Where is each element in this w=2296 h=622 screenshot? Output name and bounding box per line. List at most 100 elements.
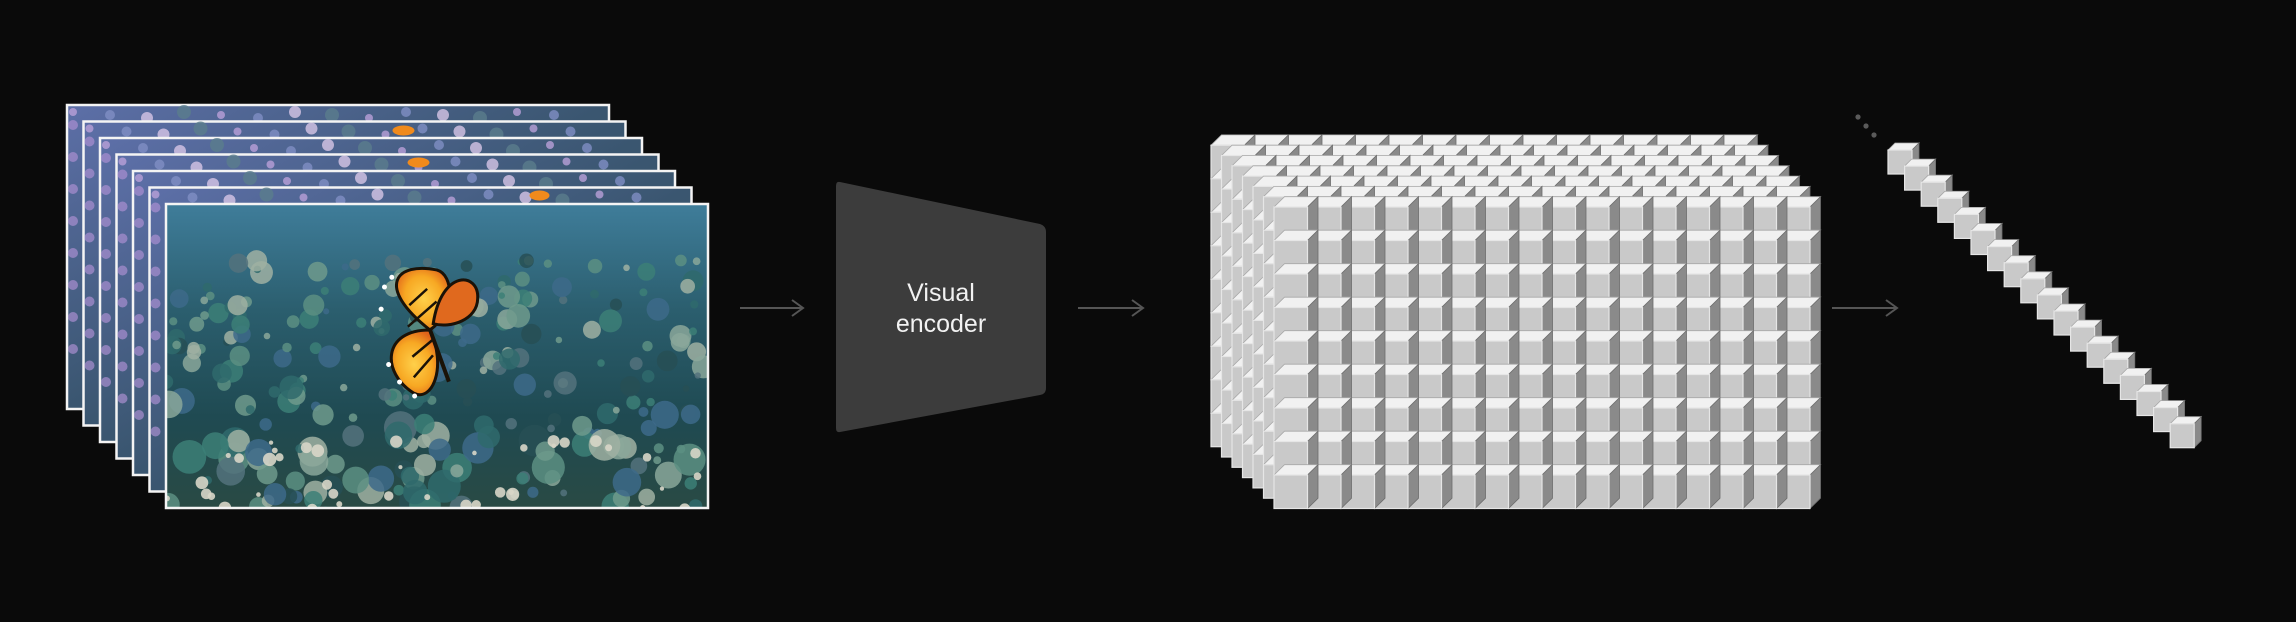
coral-detail bbox=[437, 109, 449, 121]
coral-detail bbox=[484, 190, 494, 200]
coral-detail bbox=[134, 186, 144, 196]
coral-detail bbox=[200, 297, 208, 305]
coral-detail bbox=[101, 217, 111, 227]
coral-detail bbox=[560, 489, 567, 496]
coral-detail bbox=[515, 272, 530, 287]
coral-detail bbox=[516, 472, 528, 484]
coral-detail bbox=[283, 177, 291, 185]
coral-detail bbox=[461, 260, 473, 272]
front-video-frame bbox=[155, 204, 715, 521]
coral-detail bbox=[68, 280, 78, 290]
coral-detail bbox=[418, 124, 428, 134]
coral-detail bbox=[68, 312, 78, 322]
coral-detail bbox=[613, 407, 620, 414]
coral-detail bbox=[151, 267, 161, 277]
coral-detail bbox=[414, 454, 436, 476]
continuation-dot bbox=[1863, 123, 1868, 128]
coral-detail bbox=[286, 471, 305, 490]
coral-detail bbox=[520, 444, 527, 451]
coral-detail bbox=[460, 324, 481, 345]
coral-detail bbox=[548, 413, 562, 427]
arrow-patches-to-tokens bbox=[1832, 300, 1897, 316]
coral-detail bbox=[188, 193, 198, 203]
coral-detail bbox=[554, 371, 577, 394]
coral-detail bbox=[118, 394, 128, 404]
coral-detail bbox=[503, 175, 515, 187]
coral-detail bbox=[552, 444, 557, 449]
coral-detail bbox=[372, 189, 384, 201]
coral-detail bbox=[312, 404, 333, 425]
coral-detail bbox=[610, 298, 622, 310]
coral-detail bbox=[152, 191, 160, 199]
coral-detail bbox=[499, 292, 505, 298]
coral-detail bbox=[358, 141, 372, 155]
coral-detail bbox=[101, 249, 111, 259]
coral-detail bbox=[341, 277, 359, 295]
coral-detail bbox=[349, 413, 358, 422]
coral-detail bbox=[681, 405, 700, 424]
coral-detail bbox=[246, 405, 255, 414]
coral-detail bbox=[559, 296, 567, 304]
coral-detail bbox=[118, 362, 128, 372]
coral-detail bbox=[68, 120, 78, 130]
coral-detail bbox=[340, 384, 347, 391]
coral-detail bbox=[690, 300, 698, 308]
coral-detail bbox=[390, 435, 402, 447]
coral-detail bbox=[151, 203, 161, 213]
coral-detail bbox=[257, 464, 278, 485]
coral-detail bbox=[342, 467, 369, 494]
coral-detail bbox=[639, 407, 649, 417]
coral-detail bbox=[264, 483, 287, 506]
coral-detail bbox=[230, 346, 250, 366]
coral-detail bbox=[689, 327, 697, 335]
coral-detail bbox=[547, 425, 555, 433]
coral-detail bbox=[657, 350, 678, 371]
coral-detail bbox=[203, 283, 212, 292]
coral-detail bbox=[267, 161, 275, 169]
coral-detail bbox=[85, 361, 95, 371]
coral-detail bbox=[342, 263, 349, 270]
coral-detail bbox=[632, 193, 642, 203]
coral-detail bbox=[118, 266, 128, 276]
coral-detail bbox=[450, 464, 463, 477]
continuation-dot bbox=[1855, 114, 1860, 119]
coral-detail bbox=[544, 259, 552, 267]
coral-detail bbox=[134, 250, 144, 260]
coral-detail bbox=[336, 501, 342, 507]
coral-detail bbox=[151, 299, 161, 309]
coral-detail bbox=[68, 248, 78, 258]
coral-detail bbox=[506, 418, 517, 429]
coral-detail bbox=[102, 141, 110, 149]
coral-detail bbox=[68, 152, 78, 162]
coral-detail bbox=[243, 171, 257, 185]
coral-detail bbox=[556, 337, 563, 344]
coral-detail bbox=[353, 344, 360, 351]
coral-detail bbox=[134, 218, 144, 228]
coral-detail bbox=[326, 455, 345, 474]
coral-detail bbox=[508, 489, 514, 495]
coral-detail bbox=[689, 499, 702, 512]
coral-detail bbox=[151, 363, 161, 373]
coral-detail bbox=[643, 453, 652, 462]
coral-detail bbox=[234, 453, 244, 463]
patch-cube bbox=[1274, 465, 1318, 509]
coral-detail bbox=[269, 440, 273, 444]
coral-detail bbox=[391, 174, 405, 188]
coral-detail bbox=[279, 375, 303, 399]
coral-detail bbox=[597, 359, 605, 367]
coral-detail bbox=[626, 395, 640, 409]
coral-detail bbox=[560, 437, 570, 447]
coral-detail bbox=[638, 489, 655, 506]
coral-detail bbox=[68, 184, 78, 194]
coral-detail bbox=[101, 313, 111, 323]
coral-detail bbox=[552, 277, 572, 297]
coral-detail bbox=[693, 257, 701, 265]
coral-detail bbox=[119, 158, 127, 166]
coral-detail bbox=[135, 174, 143, 182]
coral-detail bbox=[231, 315, 249, 333]
arrow-encoder-to-patches bbox=[1078, 300, 1143, 316]
coral-detail bbox=[118, 330, 128, 340]
coral-detail bbox=[196, 476, 209, 489]
coral-detail bbox=[368, 465, 394, 491]
